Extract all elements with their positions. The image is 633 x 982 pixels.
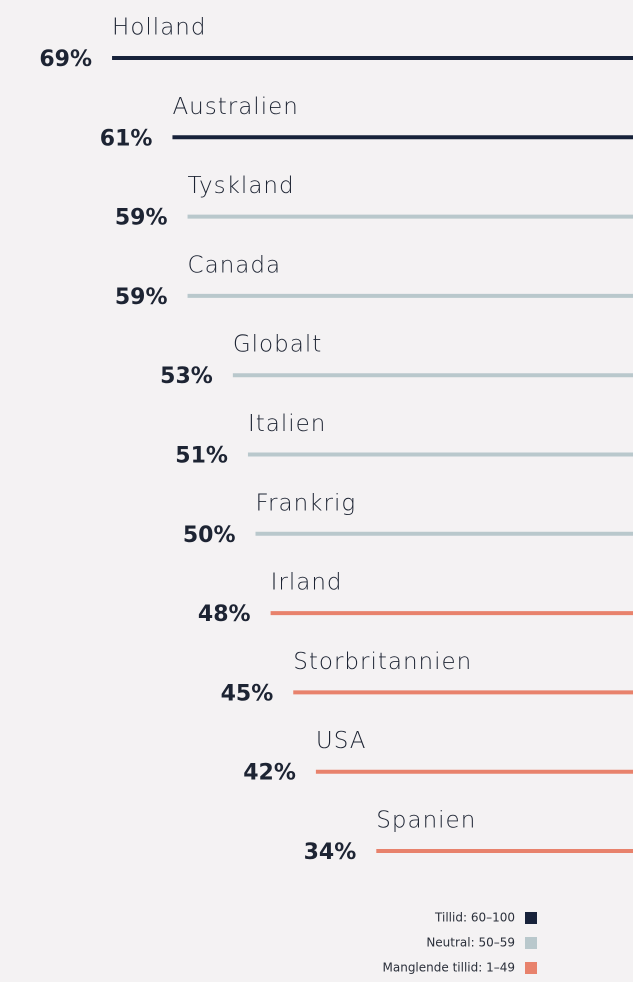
category-label: Tyskland <box>188 173 295 199</box>
legend-swatch <box>525 937 537 949</box>
value-label: 69% <box>39 47 92 72</box>
category-label: Globalt <box>233 332 322 358</box>
value-label: 61% <box>100 126 153 151</box>
value-label: 34% <box>304 840 357 865</box>
value-label: 45% <box>221 681 274 706</box>
value-label: 42% <box>243 761 296 786</box>
value-label: 48% <box>198 602 251 627</box>
legend-swatch <box>525 912 537 924</box>
value-label: 59% <box>115 206 168 231</box>
category-label: Frankrig <box>256 490 357 516</box>
legend-label: Tillid: 60–100 <box>434 911 515 925</box>
category-label: USA <box>316 728 367 754</box>
legend-swatch <box>525 962 537 974</box>
value-label: 51% <box>175 444 228 469</box>
legend-label: Neutral: 50–59 <box>426 936 515 950</box>
category-label: Canada <box>188 252 282 278</box>
category-label: Italien <box>248 411 326 437</box>
value-label: 53% <box>160 364 213 389</box>
category-label: Irland <box>271 570 343 596</box>
value-label: 50% <box>183 523 236 548</box>
category-label: Spanien <box>376 808 476 834</box>
value-label: 59% <box>115 285 168 310</box>
category-label: Australien <box>172 94 298 120</box>
category-label: Holland <box>112 15 206 41</box>
legend-label: Manglende tillid: 1–49 <box>383 961 516 975</box>
category-label: Storbritannien <box>293 649 472 675</box>
